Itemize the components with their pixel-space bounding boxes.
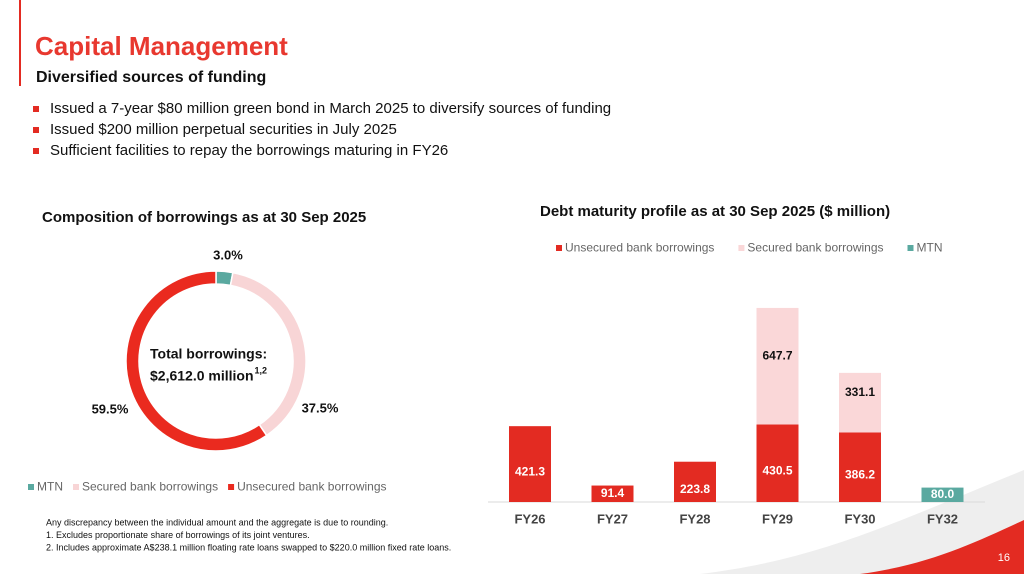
legend-label: Unsecured bank borrowings <box>237 480 386 494</box>
bullet-marker <box>33 106 39 112</box>
bullet-text: Issued $200 million perpetual securities… <box>50 121 397 138</box>
data-label: 59.5% <box>92 401 129 416</box>
x-tick-label: FY32 <box>927 511 958 526</box>
x-tick-label: FY29 <box>762 511 793 526</box>
bar-segment <box>756 424 799 502</box>
legend-label: Unsecured bank borrowings <box>565 241 714 255</box>
center-label: $2,612.0 million <box>150 368 254 384</box>
footnote: Any discrepancy between the individual a… <box>46 517 388 527</box>
data-label: 80.0 <box>931 487 955 501</box>
bar-segment <box>674 461 716 502</box>
center-label-note: 1,2 <box>255 365 268 375</box>
legend-label: Secured bank borrowings <box>747 241 883 255</box>
data-label: 647.7 <box>762 348 792 362</box>
chart-title: Composition of borrowings as at 30 Sep 2… <box>42 209 366 226</box>
x-tick-label: FY26 <box>514 511 545 526</box>
legend-swatch <box>738 245 745 251</box>
data-label: 3.0% <box>213 247 243 262</box>
legend-label: Secured bank borrowings <box>82 480 218 494</box>
x-tick-label: FY28 <box>679 511 710 526</box>
chart-title: Debt maturity profile as at 30 Sep 2025 … <box>540 203 890 220</box>
donut-slice <box>125 270 268 452</box>
bar-segment <box>921 487 964 502</box>
bullet-text: Sufficient facilities to repay the borro… <box>50 142 448 159</box>
data-label: 37.5% <box>302 400 339 415</box>
slide-title: Capital Management <box>35 31 288 61</box>
data-label: 386.2 <box>845 467 875 481</box>
bar-segment <box>839 432 881 502</box>
bullet-marker <box>33 148 39 154</box>
legend-swatch <box>228 484 235 490</box>
legend-swatch <box>28 484 34 490</box>
legend-swatch <box>556 245 562 251</box>
x-tick-label: FY27 <box>597 511 628 526</box>
bar-segment <box>839 372 881 433</box>
center-label: Total borrowings: <box>150 346 267 362</box>
bar-segment <box>756 307 799 425</box>
page-number: 16 <box>998 552 1010 564</box>
bullet-text: Issued a 7-year $80 million green bond i… <box>50 100 611 117</box>
legend-swatch <box>907 245 914 251</box>
data-label: 223.8 <box>680 482 710 496</box>
slide-subtitle: Diversified sources of funding <box>36 69 266 86</box>
x-tick-label: FY30 <box>844 511 875 526</box>
data-label: 91.4 <box>601 486 625 500</box>
data-label: 421.3 <box>515 464 545 478</box>
footnote: 2. Includes approximate A$238.1 million … <box>46 542 451 552</box>
data-label: 331.1 <box>845 385 875 399</box>
legend-label: MTN <box>37 480 63 494</box>
bullet-marker <box>33 127 39 133</box>
bar-segment <box>509 426 551 502</box>
legend-swatch <box>73 484 79 490</box>
decoration <box>860 520 1024 574</box>
decoration <box>700 470 1024 574</box>
legend-label: MTN <box>917 241 943 255</box>
data-label: 430.5 <box>762 463 792 477</box>
accent-bar <box>19 0 21 86</box>
footnote: 1. Excludes proportionate share of borro… <box>46 530 310 540</box>
bar-segment <box>591 485 634 502</box>
